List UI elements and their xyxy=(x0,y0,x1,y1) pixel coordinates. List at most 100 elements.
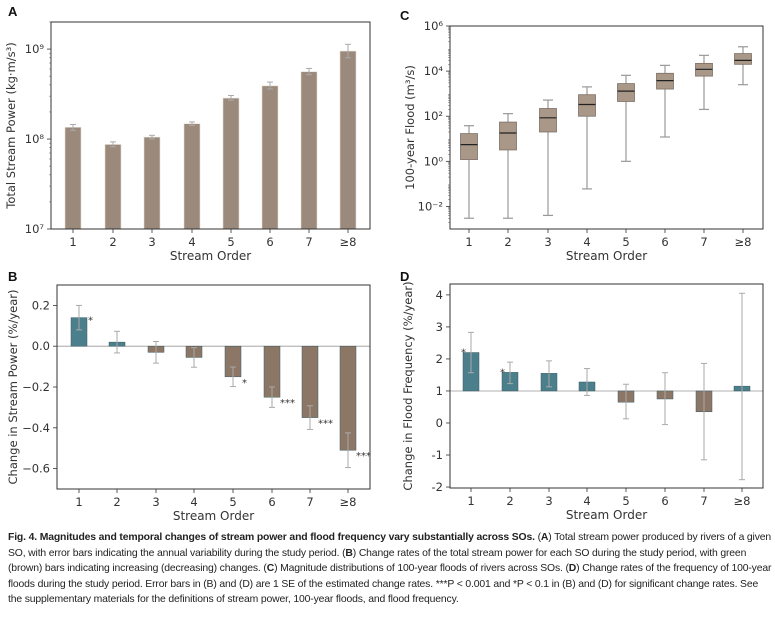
x-tick-label: 5 xyxy=(622,235,629,249)
x-tick-label: 1 xyxy=(69,235,76,249)
y-tick-label: 10⁻² xyxy=(418,199,443,213)
y-tick-label: −0.4 xyxy=(22,421,50,435)
y-tick-label: 10⁷ xyxy=(25,222,45,236)
panel-D: D 4 3 2 1 0 -1 -2 1 2 3 4 5 6 7 ≥8 Stream Order Change in… xyxy=(400,269,764,522)
bar xyxy=(143,136,161,230)
x-tick-label: 2 xyxy=(504,235,511,249)
y-tick-label: 10² xyxy=(424,109,443,123)
panel-label: B xyxy=(8,269,17,284)
y-tick-label: 10⁰ xyxy=(424,154,444,168)
bar xyxy=(222,97,240,230)
x-axis-label: Stream Order xyxy=(566,508,647,522)
significance-marker: *** xyxy=(356,451,371,462)
x-tick-label: ≥8 xyxy=(340,495,357,509)
panel-A: A 10⁷ 10⁸ 10⁹ 1 2 3 4 5 6 7 ≥8 Stream Order Total Str… xyxy=(4,4,371,263)
y-tick-label: −0.2 xyxy=(22,380,50,394)
box xyxy=(499,121,517,151)
x-tick-label: 3 xyxy=(152,495,159,509)
caption-segment: ) Magnitude distributions of 100-year fl… xyxy=(274,563,569,575)
x-tick-label: 3 xyxy=(544,235,551,249)
x-axis-label: Stream Order xyxy=(566,249,647,263)
x-tick-label: 7 xyxy=(700,235,707,249)
y-axis-label: Total Stream Power (kg·m/s³) xyxy=(4,42,18,209)
x-tick-label: 5 xyxy=(227,235,234,249)
x-tick-label: 6 xyxy=(661,494,668,508)
bar xyxy=(64,127,82,230)
y-axis-label: 100-year Flood (m³/s) xyxy=(403,65,417,190)
panel-label: C xyxy=(400,8,410,23)
x-tick-label: ≥8 xyxy=(340,235,357,249)
y-tick-label: 10⁸ xyxy=(25,132,45,146)
caption-segment: ) Total stream power produced by rivers … xyxy=(8,532,772,559)
significance-marker: * xyxy=(461,348,466,359)
box xyxy=(460,133,478,160)
significance-marker: * xyxy=(88,316,93,327)
x-tick-label: 3 xyxy=(545,494,552,508)
box xyxy=(617,83,635,102)
bar xyxy=(300,71,318,230)
x-tick-label: 3 xyxy=(148,235,155,249)
bar xyxy=(339,50,357,230)
x-tick-label: 2 xyxy=(506,494,513,508)
plot-frame xyxy=(449,25,764,230)
bar xyxy=(261,85,279,230)
x-tick-label: 7 xyxy=(305,235,312,249)
x-tick-label: ≥8 xyxy=(735,235,752,249)
significance-marker: *** xyxy=(318,419,333,430)
x-tick-label: 4 xyxy=(583,494,590,508)
caption-segment: D xyxy=(568,563,577,575)
y-tick-label: −0.6 xyxy=(22,462,50,476)
x-tick-label: 4 xyxy=(583,235,590,249)
caption-segment: ) Change rates of the total stream power… xyxy=(8,547,747,575)
x-tick-label: 2 xyxy=(109,235,116,249)
x-tick-label: 1 xyxy=(467,494,474,508)
y-tick-label: 10⁴ xyxy=(424,64,444,78)
panel-label: A xyxy=(8,4,18,19)
x-tick-label: 4 xyxy=(188,235,195,249)
box xyxy=(539,108,557,133)
box xyxy=(734,53,752,65)
bar xyxy=(183,123,201,230)
significance-marker: *** xyxy=(280,398,295,409)
x-axis-label: Stream Order xyxy=(170,249,251,263)
y-axis-label: Change in Stream Power (%/year) xyxy=(6,290,20,485)
plot-frame xyxy=(449,283,764,489)
significance-marker: * xyxy=(500,367,505,378)
caption-segment: C xyxy=(266,563,275,575)
caption-segment: ( xyxy=(534,532,541,543)
plot-frame xyxy=(50,21,371,230)
plot-frame xyxy=(56,284,371,490)
y-tick-label: 2 xyxy=(436,352,443,366)
x-tick-label: 4 xyxy=(190,495,197,509)
panel-C: C 10⁻² 10⁰ 10² 10⁴ 10⁶ 1 2 3 4 5 6 7 ≥8 Stream Order 10… xyxy=(400,8,764,263)
figure-caption: Fig. 4. Magnitudes and temporal changes … xyxy=(8,530,773,608)
x-tick-label: 1 xyxy=(75,495,82,509)
x-tick-label: 6 xyxy=(268,495,275,509)
x-tick-label: 7 xyxy=(700,494,707,508)
bar xyxy=(104,144,122,230)
y-tick-label: 0 xyxy=(436,416,443,430)
x-tick-label: 6 xyxy=(266,235,273,249)
x-tick-label: 7 xyxy=(306,495,313,509)
caption-segment: ) Change rates of the frequency of 100-y… xyxy=(8,563,772,606)
x-tick-label: ≥8 xyxy=(734,494,751,508)
y-tick-label: -1 xyxy=(432,448,443,462)
x-tick-label: 1 xyxy=(465,235,472,249)
y-tick-label: 4 xyxy=(436,288,443,302)
panel-B: B 0.2 0.0 −0.2 −0.4 −0.6 1 2 3 4 5 6 7 ≥8 Stream Order… xyxy=(6,269,371,523)
x-tick-label: 5 xyxy=(229,495,236,509)
y-tick-label: -2 xyxy=(432,480,443,494)
y-tick-label: 0.2 xyxy=(32,298,50,312)
caption-segment: B xyxy=(345,547,353,559)
y-axis-label: Change in Flood Frequency (%/year) xyxy=(401,281,415,490)
y-tick-label: 3 xyxy=(436,320,443,334)
x-tick-label: 2 xyxy=(113,495,120,509)
figure: A 10⁷ 10⁸ 10⁹ 1 2 3 4 5 6 7 ≥8 Stream Order Total Str… xyxy=(4,4,764,523)
significance-marker: * xyxy=(242,378,247,389)
y-tick-label: 1 xyxy=(436,384,443,398)
x-tick-label: 6 xyxy=(661,235,668,249)
box xyxy=(578,94,596,117)
caption-segment: Fig. 4. Magnitudes and temporal changes … xyxy=(8,532,535,543)
x-axis-label: Stream Order xyxy=(173,509,254,523)
y-tick-label: 10⁹ xyxy=(25,42,45,56)
